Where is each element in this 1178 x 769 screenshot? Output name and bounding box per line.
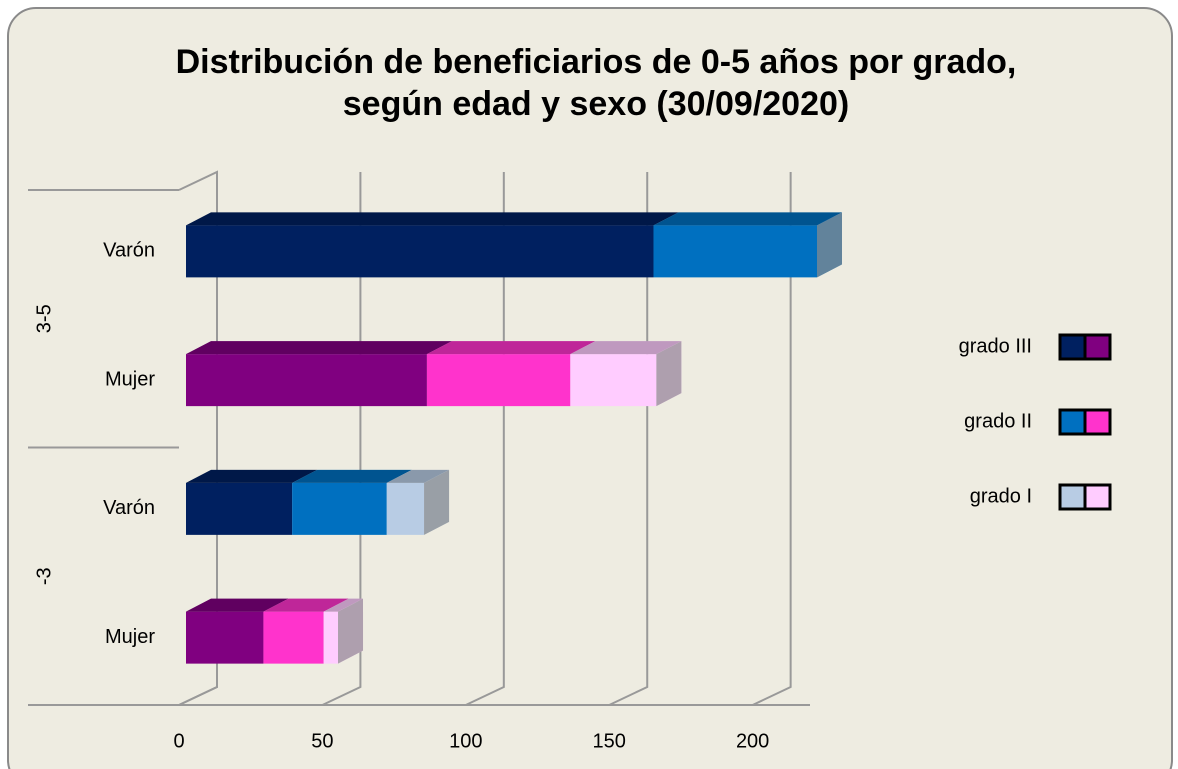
legend-swatch bbox=[1083, 408, 1112, 436]
bar bbox=[186, 611, 264, 664]
grid-line bbox=[752, 172, 792, 706]
chart-title: según edad y sexo (30/09/2020) bbox=[343, 85, 849, 123]
bar-top-shade bbox=[186, 341, 452, 355]
x-tick-label: 0 bbox=[173, 730, 184, 752]
bar-top-shade bbox=[186, 469, 318, 483]
x-tick-label: 100 bbox=[449, 730, 482, 752]
bar-side-shade bbox=[656, 341, 682, 407]
legend-swatch bbox=[1083, 483, 1112, 511]
bar-top-shade bbox=[186, 212, 679, 226]
bar bbox=[323, 611, 339, 664]
legend-label: grado III bbox=[959, 335, 1032, 357]
bar bbox=[186, 354, 427, 407]
legend-swatch bbox=[1083, 333, 1112, 361]
x-tick-label: 200 bbox=[736, 730, 769, 752]
bar bbox=[386, 482, 425, 535]
legend-label: grado II bbox=[964, 410, 1032, 432]
chart-title: Distribución de beneficiarios de 0-5 año… bbox=[176, 43, 1017, 81]
group-label: 3-5 bbox=[33, 304, 55, 333]
x-tick-label: 50 bbox=[311, 730, 333, 752]
y-tick-label: Varón bbox=[103, 240, 155, 262]
bar bbox=[186, 225, 654, 278]
bar-top bbox=[186, 598, 289, 612]
bar-top-shade bbox=[263, 598, 349, 612]
legend-swatch bbox=[1058, 483, 1087, 511]
bar-top-shade bbox=[186, 598, 289, 612]
bar-top-shade bbox=[570, 341, 682, 355]
bar-top bbox=[186, 212, 679, 226]
bar-top bbox=[323, 598, 364, 612]
legend-label: grado I bbox=[970, 485, 1032, 507]
bar-side-shade bbox=[817, 212, 842, 278]
bar-top bbox=[386, 469, 450, 483]
group-label: -3 bbox=[33, 567, 55, 585]
bar-top bbox=[292, 469, 412, 483]
legend-swatch bbox=[1058, 333, 1087, 361]
bar bbox=[186, 482, 293, 535]
bar-top-shade bbox=[292, 469, 412, 483]
bar bbox=[263, 611, 324, 664]
bar-top bbox=[426, 341, 596, 355]
bar-top-shade bbox=[653, 212, 842, 226]
bar bbox=[570, 354, 657, 407]
x-tick-label: 150 bbox=[593, 730, 626, 752]
y-tick-label: Varón bbox=[103, 497, 155, 519]
bar-top bbox=[186, 469, 318, 483]
bar-top bbox=[570, 341, 682, 355]
y-tick-label: Mujer bbox=[105, 368, 155, 390]
bar bbox=[426, 354, 571, 407]
bar-top bbox=[186, 341, 452, 355]
bar-top bbox=[653, 212, 842, 226]
bar-top-shade bbox=[323, 598, 364, 612]
bar-top-shade bbox=[386, 469, 450, 483]
legend-swatch bbox=[1058, 408, 1087, 436]
bar-top bbox=[263, 598, 349, 612]
bar-side-shade bbox=[424, 469, 450, 535]
bar bbox=[653, 225, 817, 278]
bar-top-shade bbox=[426, 341, 596, 355]
bar bbox=[292, 482, 387, 535]
bar-side-shade bbox=[338, 598, 364, 664]
y-tick-label: Mujer bbox=[105, 626, 155, 648]
